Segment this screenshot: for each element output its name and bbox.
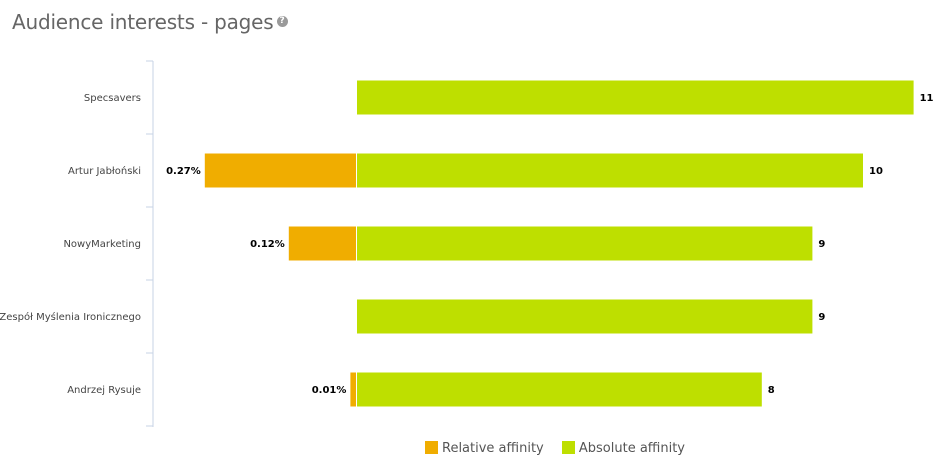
category-label: Artur Jabłoński <box>68 165 141 177</box>
question-circle-icon[interactable]: ? <box>276 16 288 27</box>
relative-affinity-bar[interactable] <box>204 153 356 188</box>
absolute-value-label: 10 <box>869 166 883 177</box>
legend-label-relative: Relative affinity <box>442 441 544 456</box>
relative-value-label: 0.27% <box>166 166 201 177</box>
relative-affinity-bar[interactable] <box>350 372 356 407</box>
category-label: NowyMarketing <box>63 239 141 250</box>
category-label: Zespół Myślenia Ironicznego <box>0 311 141 323</box>
bars <box>204 80 914 407</box>
absolute-affinity-bar[interactable] <box>357 80 914 115</box>
absolute-affinity-bar[interactable] <box>357 372 762 407</box>
relative-value-label: 0.01% <box>312 385 347 396</box>
absolute-value-label: 9 <box>818 239 825 250</box>
axis-ticks <box>146 60 153 427</box>
category-label: Andrzej Rysuje <box>67 385 141 396</box>
absolute-value-label: 11 <box>920 93 934 104</box>
relative-value-label: 0.12% <box>250 239 285 250</box>
labels: Specsavers 11 Artur Jabłoński 10 0.27% NowyMa… <box>0 93 934 396</box>
category-label: Specsavers <box>84 93 141 104</box>
legend-swatch-relative <box>425 441 438 454</box>
absolute-affinity-bar[interactable] <box>357 226 813 261</box>
absolute-affinity-bar[interactable] <box>357 299 813 334</box>
chart-title-text: Audience interests - pages <box>12 10 274 34</box>
chart-title: Audience interests - pages? <box>12 10 288 34</box>
absolute-affinity-bar[interactable] <box>357 153 863 188</box>
legend-swatch-absolute <box>561 441 575 454</box>
absolute-value-label: 9 <box>818 312 825 323</box>
relative-affinity-bar[interactable] <box>288 226 356 261</box>
absolute-value-label: 8 <box>768 385 775 396</box>
legend-label-absolute: Absolute affinity <box>578 441 686 456</box>
legend: Relative affinity Absolute affinity <box>425 441 699 456</box>
legend-item-relative[interactable]: Relative affinity <box>425 441 544 456</box>
legend-item-absolute[interactable]: Absolute affinity <box>561 441 686 456</box>
